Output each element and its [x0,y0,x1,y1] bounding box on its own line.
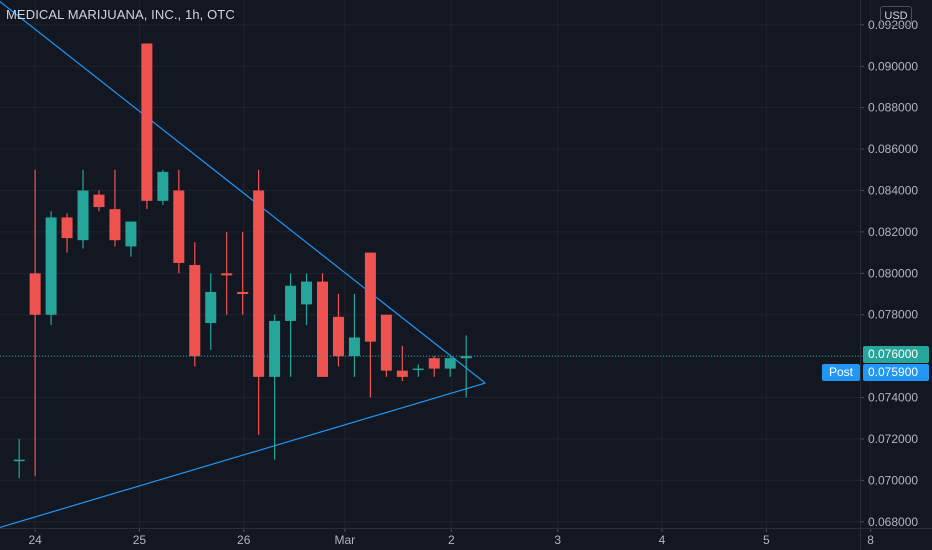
price-tick-label: 0.084000 [868,183,918,197]
candle-body [348,337,360,357]
candle-body [253,190,265,377]
candle [13,438,25,479]
candle-body [141,43,153,201]
candle-body [317,281,328,377]
candle-body [460,356,472,359]
candle [29,169,41,477]
candle-body [93,194,105,208]
time-tick-label: 26 [237,533,251,547]
time-tick-label: Mar [335,533,356,547]
time-tick-label: 8 [867,533,874,547]
candle [237,231,249,315]
candle-body [125,221,137,247]
candle [428,356,440,377]
candle-body [45,217,57,315]
candle-body [237,291,249,295]
candle-body [332,316,344,357]
candle [380,314,392,377]
candle [285,273,297,377]
candle-body [189,265,201,357]
time-tick-label: 5 [763,533,770,547]
candle-body [364,252,376,342]
candle-body [157,171,169,201]
candle [412,364,424,377]
price-tick-label: 0.072000 [868,432,918,446]
time-tick-label: 4 [659,533,666,547]
candle-body [173,190,185,263]
candle [141,43,153,210]
candle-body [301,281,313,305]
candle [332,294,344,367]
price-tick-label: 0.082000 [868,225,918,239]
candle-body [412,368,424,371]
candle [301,273,313,326]
candle-body [61,217,73,239]
candle [173,169,185,274]
time-tick-label: 25 [133,533,147,547]
candle [205,273,217,350]
trendlines[interactable] [0,0,486,528]
candle [460,335,472,398]
candlesticks[interactable] [13,43,472,479]
candle-body [13,459,25,462]
currency-button[interactable]: USD [880,6,912,26]
price-axis-labels: 0.0920000.0900000.0880000.0860000.084000… [868,18,918,529]
price-tick-label: 0.078000 [868,308,918,322]
candle [348,294,360,377]
candle-body [29,273,41,315]
trendline-lower [0,382,486,528]
candle-body [444,358,456,369]
candle [269,314,281,460]
price-tick-label: 0.086000 [868,142,918,156]
time-axis-labels: 24 25 26 Mar 2 3 4 5 8 [28,533,874,547]
candle-body [269,320,281,377]
post-label: Post [822,364,860,381]
price-tick-label: 0.080000 [868,266,918,280]
candle [157,169,169,205]
candle-body [285,285,297,321]
candle [45,211,57,326]
candle-body [205,291,217,324]
candle-body [428,358,440,369]
candle [109,169,121,247]
candle [221,231,233,315]
price-tick-label: 0.090000 [868,59,918,73]
price-tick-label: 0.070000 [868,473,918,487]
trendline-upper [0,0,486,384]
candle [396,345,408,381]
candle-body [77,190,89,241]
time-tick-label: 3 [554,533,561,547]
time-tick-label: 2 [448,533,455,547]
candle [364,252,376,398]
chart-title: MEDICAL MARIJUANA, INC., 1h, OTC [6,7,235,22]
candle-body [109,209,121,241]
price-tick-label: 0.088000 [868,101,918,115]
price-tick-label: 0.074000 [868,391,918,405]
candle [77,169,89,249]
last-price-badge: 0.076000 [863,346,929,363]
candle [61,213,73,253]
candle [125,221,137,257]
time-tick-label: 24 [28,533,42,547]
candle [189,242,201,367]
candle-body [396,370,408,377]
candle [93,190,105,212]
grid-lines [0,0,872,528]
price-tick-label: 0.068000 [868,515,918,529]
post-price-badge: 0.075900 [863,364,929,381]
candle [253,169,265,435]
candle [317,273,328,377]
candle [444,356,456,377]
candle-body [221,273,233,276]
candle-body [380,314,392,371]
